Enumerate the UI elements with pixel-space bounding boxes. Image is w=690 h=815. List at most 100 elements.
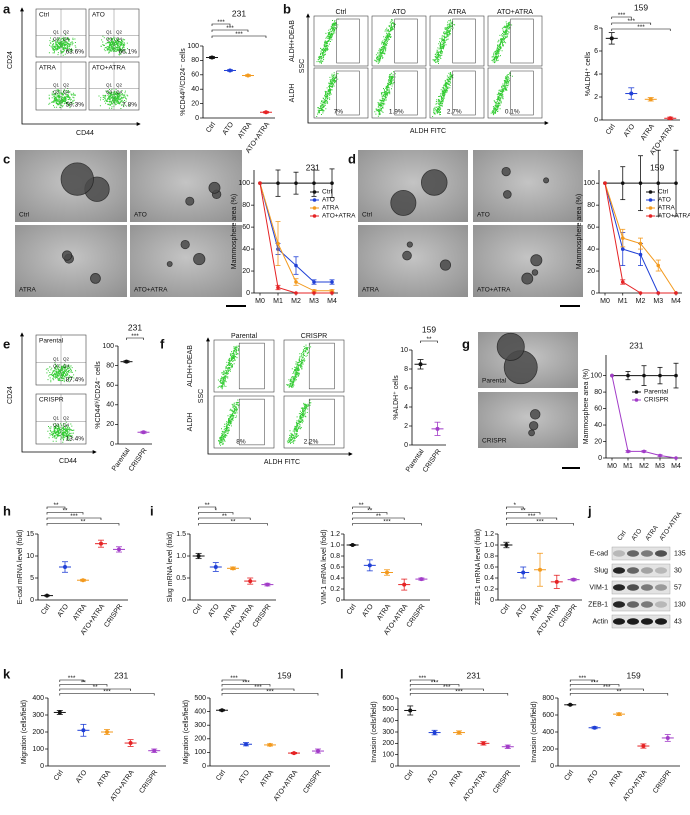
- data-point: [312, 181, 316, 185]
- blot-band: [613, 601, 625, 608]
- y-tick-label: 500: [382, 706, 394, 713]
- y-tick-label: 0: [195, 115, 199, 122]
- quadrant-label: Q4: [63, 37, 70, 42]
- plot-label: Ctrl: [39, 12, 50, 19]
- significance-bracket: [221, 693, 319, 696]
- legend-marker: [648, 214, 653, 218]
- blot-band: [655, 601, 667, 608]
- legend-marker: [634, 390, 639, 394]
- y-tick-label: 1.0: [176, 553, 186, 560]
- quadrant-label: Q4: [116, 37, 123, 42]
- legend-label: ATRA: [658, 205, 676, 212]
- quadrant-label: Q2: [63, 30, 70, 35]
- y-axis-label: Mammosphere area (%): [583, 369, 590, 444]
- x-tick-label: Ctrl: [563, 769, 575, 782]
- y-tick-label: 100: [187, 43, 199, 50]
- y-axis-label: SSC: [299, 59, 306, 73]
- x-tick-label: Ctrl: [192, 603, 204, 616]
- significance-bracket: [221, 679, 247, 682]
- quadrant-label: Q1: [53, 83, 60, 88]
- y-tick-label: 0.2: [484, 586, 494, 593]
- significance-bracket: [611, 22, 652, 25]
- x-tick-label: M3: [653, 298, 663, 305]
- blot-band: [613, 550, 625, 557]
- significance-label: **: [230, 519, 236, 526]
- flow-plot: [429, 15, 485, 67]
- mammosphere: [503, 190, 512, 199]
- significance-label: **: [376, 513, 382, 520]
- y-tick-label: 200: [542, 746, 554, 753]
- flow-dots: [286, 399, 312, 444]
- blot-band: [641, 601, 653, 608]
- y-tick-label: 10: [400, 347, 408, 354]
- significance-label: *: [215, 508, 218, 515]
- data-point: [264, 110, 268, 115]
- y-tick-label: 200: [32, 729, 44, 736]
- x-axis-label: CD44: [76, 130, 94, 137]
- data-point: [294, 280, 298, 284]
- y-tick-label: 80: [106, 362, 114, 369]
- y-tick-label: 0: [594, 117, 598, 124]
- y-tick-label: 1.5: [176, 531, 186, 538]
- plot-label: ATO: [92, 12, 105, 19]
- data-point: [268, 742, 272, 747]
- row-label: ALDH+DEAB: [187, 345, 194, 387]
- y-tick-label: 40: [242, 246, 250, 253]
- significance-label: ***: [627, 18, 635, 25]
- x-tick-label: M4: [327, 298, 337, 305]
- protein-label: E-cad: [590, 550, 608, 557]
- legend-label: ATO: [322, 197, 335, 204]
- protein-label: ZEB-1: [588, 601, 608, 608]
- gate-percent: 7%: [334, 109, 344, 116]
- image-label: ATO: [477, 212, 490, 219]
- row-label: ALDH: [187, 413, 194, 432]
- y-tick-label: 80: [242, 202, 250, 209]
- image-label: Ctrl: [19, 212, 30, 219]
- y-tick-label: 0: [246, 290, 250, 297]
- y-tick-label: 500: [194, 695, 206, 702]
- y-tick-label: 2: [594, 94, 598, 101]
- significance-bracket: [46, 523, 120, 526]
- y-tick-label: 100: [583, 180, 595, 187]
- significance-bracket: [198, 512, 234, 515]
- column-label: ATO+ATRA: [497, 9, 533, 16]
- mammosphere: [406, 241, 413, 248]
- significance-bracket: [420, 340, 438, 343]
- significance-bracket: [352, 523, 422, 526]
- legend-label: CRISPR: [644, 397, 669, 404]
- data-point: [316, 749, 320, 754]
- y-tick-label: 20: [242, 268, 250, 275]
- data-point: [641, 744, 646, 749]
- significance-bracket: [506, 517, 558, 520]
- protein-label: Actin: [592, 618, 608, 625]
- data-point: [258, 181, 262, 185]
- significance-bracket: [409, 679, 435, 682]
- quadrant-label: Q4: [116, 90, 123, 95]
- data-point: [213, 565, 218, 569]
- data-point: [292, 751, 296, 756]
- legend-label: ATO+ATRA: [658, 213, 690, 220]
- significance-bracket: [59, 684, 108, 687]
- data-point: [330, 291, 334, 295]
- data-point: [294, 263, 298, 268]
- gate-percent: 63.6%: [66, 49, 85, 56]
- blot-band: [655, 567, 667, 574]
- flow-dots: [490, 72, 513, 116]
- y-tick-label: 0.8: [484, 553, 494, 560]
- y-tick-label: 60: [242, 224, 250, 231]
- flow-dots: [218, 399, 240, 446]
- significance-label: ***: [242, 680, 250, 687]
- x-tick-label: ATO: [207, 603, 221, 619]
- y-tick-label: 0.6: [484, 564, 494, 571]
- data-point: [656, 181, 661, 185]
- gate: [452, 18, 476, 64]
- image-label: Ctrl: [362, 212, 373, 219]
- x-tick-label: ATO+ATRA: [622, 769, 649, 803]
- flow-dots: [316, 18, 339, 64]
- x-tick-label: ATO: [75, 769, 89, 785]
- significance-bracket: [46, 506, 66, 509]
- data-point: [674, 456, 678, 460]
- data-point: [638, 181, 643, 185]
- y-tick-label: 0: [336, 597, 340, 604]
- x-tick-label: ATRA: [640, 123, 656, 142]
